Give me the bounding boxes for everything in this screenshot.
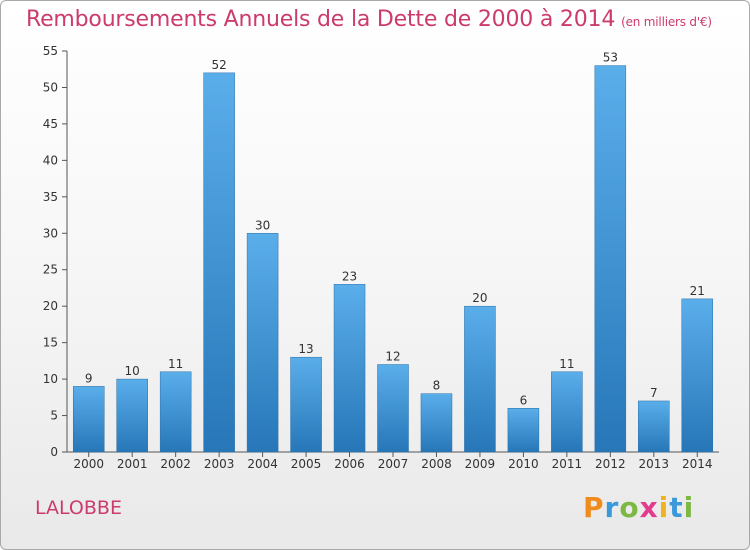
bar	[72, 386, 105, 453]
data-label: 8	[433, 379, 441, 393]
x-tick-label: 2007	[378, 457, 409, 471]
y-tick-label: 40	[43, 153, 58, 167]
bar	[594, 65, 627, 453]
bar	[681, 298, 714, 453]
x-tick-label: 2011	[552, 457, 583, 471]
data-label: 9	[85, 371, 93, 385]
data-label: 10	[125, 364, 140, 378]
x-tick-label: 2005	[291, 457, 322, 471]
x-tick-label: 2009	[465, 457, 496, 471]
x-tick-label: 2013	[639, 457, 670, 471]
y-tick-label: 35	[43, 190, 58, 204]
bar	[377, 364, 409, 453]
data-label: 13	[298, 342, 313, 356]
title-text: Remboursements Annuels de la Dette de 20…	[26, 7, 616, 32]
data-label: 12	[385, 350, 400, 364]
bar	[638, 400, 670, 453]
bar	[116, 378, 148, 453]
bar	[333, 284, 366, 453]
data-label: 11	[559, 357, 574, 371]
x-tick-label: 2006	[334, 457, 365, 471]
bar	[159, 371, 192, 453]
data-label: 11	[168, 357, 183, 371]
y-tick-label: 10	[43, 372, 58, 386]
y-tick-label: 25	[43, 263, 58, 277]
data-label: 7	[650, 386, 658, 400]
y-tick-label: 5	[50, 409, 58, 423]
bar	[420, 393, 453, 453]
bar	[290, 356, 322, 453]
proxiti-logo: Proxiti	[583, 491, 695, 524]
x-tick-label: 2001	[117, 457, 148, 471]
chart-subtitle: (en milliers d'€)	[621, 15, 712, 29]
x-tick-label: 2002	[160, 457, 191, 471]
data-label: 20	[472, 291, 487, 305]
data-label: 23	[342, 269, 357, 283]
bar	[246, 233, 279, 453]
data-label: 52	[211, 58, 226, 72]
commune-name: LALOBBE	[35, 497, 122, 519]
bar	[507, 408, 540, 453]
bar	[551, 371, 583, 453]
chart-title: Remboursements Annuels de la Dette de 20…	[26, 7, 712, 32]
y-tick-label: 30	[43, 226, 58, 240]
x-tick-label: 2012	[595, 457, 626, 471]
x-tick-label: 2000	[73, 457, 104, 471]
data-label: 21	[690, 284, 705, 298]
y-tick-label: 0	[50, 445, 58, 459]
x-tick-label: 2014	[682, 457, 713, 471]
x-tick-label: 2003	[204, 457, 235, 471]
y-tick-label: 15	[43, 336, 58, 350]
data-label: 30	[255, 218, 270, 232]
data-label: 53	[603, 51, 618, 65]
y-tick-label: 55	[43, 44, 58, 58]
bar	[464, 305, 496, 453]
y-tick-label: 50	[43, 80, 58, 94]
y-tick-label: 20	[43, 299, 58, 313]
x-tick-label: 2004	[247, 457, 278, 471]
bar	[203, 72, 235, 453]
x-tick-label: 2010	[508, 457, 539, 471]
data-label: 6	[520, 393, 528, 407]
x-tick-label: 2008	[421, 457, 452, 471]
y-tick-label: 45	[43, 117, 58, 131]
